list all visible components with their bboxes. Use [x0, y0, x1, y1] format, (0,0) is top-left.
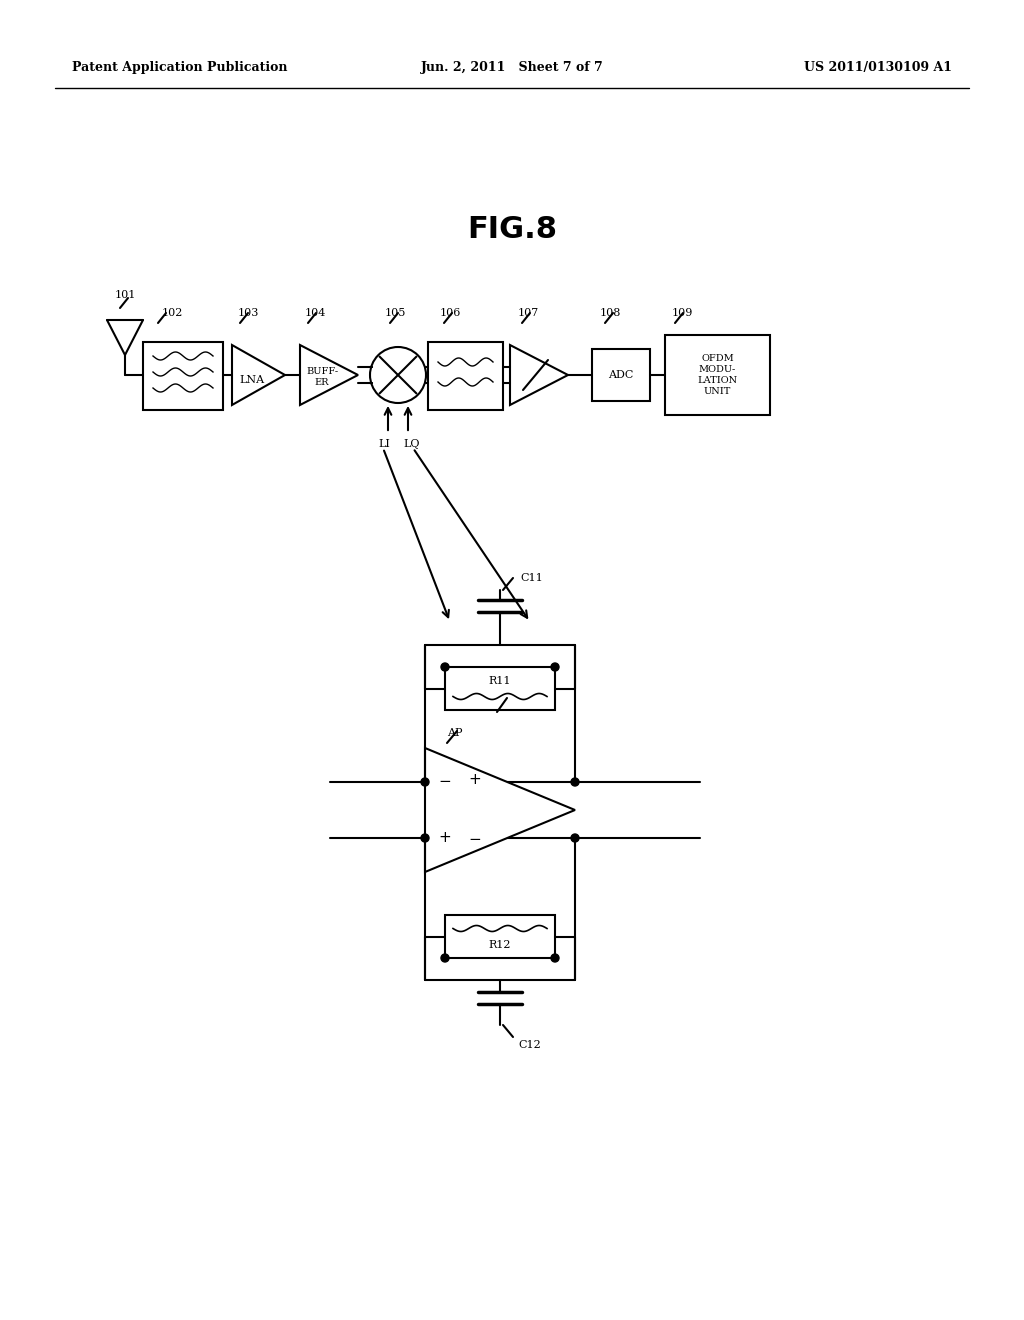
- Circle shape: [571, 777, 579, 785]
- Text: 108: 108: [600, 308, 622, 318]
- Text: 102: 102: [162, 308, 183, 318]
- Bar: [445, 915, 555, 958]
- Text: OFDM
MODU-
LATION
UNIT: OFDM MODU- LATION UNIT: [697, 354, 737, 396]
- Circle shape: [421, 777, 429, 785]
- Text: ADC: ADC: [608, 370, 634, 380]
- Text: LI: LI: [378, 440, 390, 449]
- Bar: [143, 342, 223, 411]
- Text: AP: AP: [447, 729, 463, 738]
- Circle shape: [551, 954, 559, 962]
- Circle shape: [421, 834, 429, 842]
- Circle shape: [551, 663, 559, 671]
- Text: +: +: [438, 830, 452, 846]
- Text: BUFF-
ER: BUFF- ER: [306, 367, 338, 387]
- Text: FIG.8: FIG.8: [467, 215, 557, 244]
- Circle shape: [571, 834, 579, 842]
- Text: 107: 107: [518, 308, 540, 318]
- Circle shape: [441, 954, 449, 962]
- Text: 105: 105: [385, 308, 407, 318]
- Text: 103: 103: [238, 308, 259, 318]
- Bar: [665, 335, 770, 414]
- Text: R11: R11: [488, 676, 511, 685]
- Circle shape: [441, 663, 449, 671]
- Text: C12: C12: [518, 1040, 541, 1049]
- Text: −: −: [438, 775, 452, 789]
- Text: −: −: [469, 833, 481, 847]
- Text: LQ: LQ: [403, 440, 420, 449]
- Text: Jun. 2, 2011   Sheet 7 of 7: Jun. 2, 2011 Sheet 7 of 7: [421, 62, 603, 74]
- Bar: [445, 667, 555, 710]
- Text: 104: 104: [305, 308, 327, 318]
- Text: US 2011/0130109 A1: US 2011/0130109 A1: [804, 62, 952, 74]
- Polygon shape: [425, 748, 575, 873]
- Text: Patent Application Publication: Patent Application Publication: [72, 62, 288, 74]
- Text: LNA: LNA: [240, 375, 264, 385]
- Text: R12: R12: [488, 940, 511, 949]
- Text: +: +: [469, 772, 481, 788]
- Bar: [592, 348, 650, 401]
- Text: 109: 109: [672, 308, 693, 318]
- Text: 106: 106: [440, 308, 462, 318]
- Bar: [428, 342, 503, 411]
- Text: C11: C11: [520, 573, 543, 583]
- Text: 101: 101: [115, 290, 136, 300]
